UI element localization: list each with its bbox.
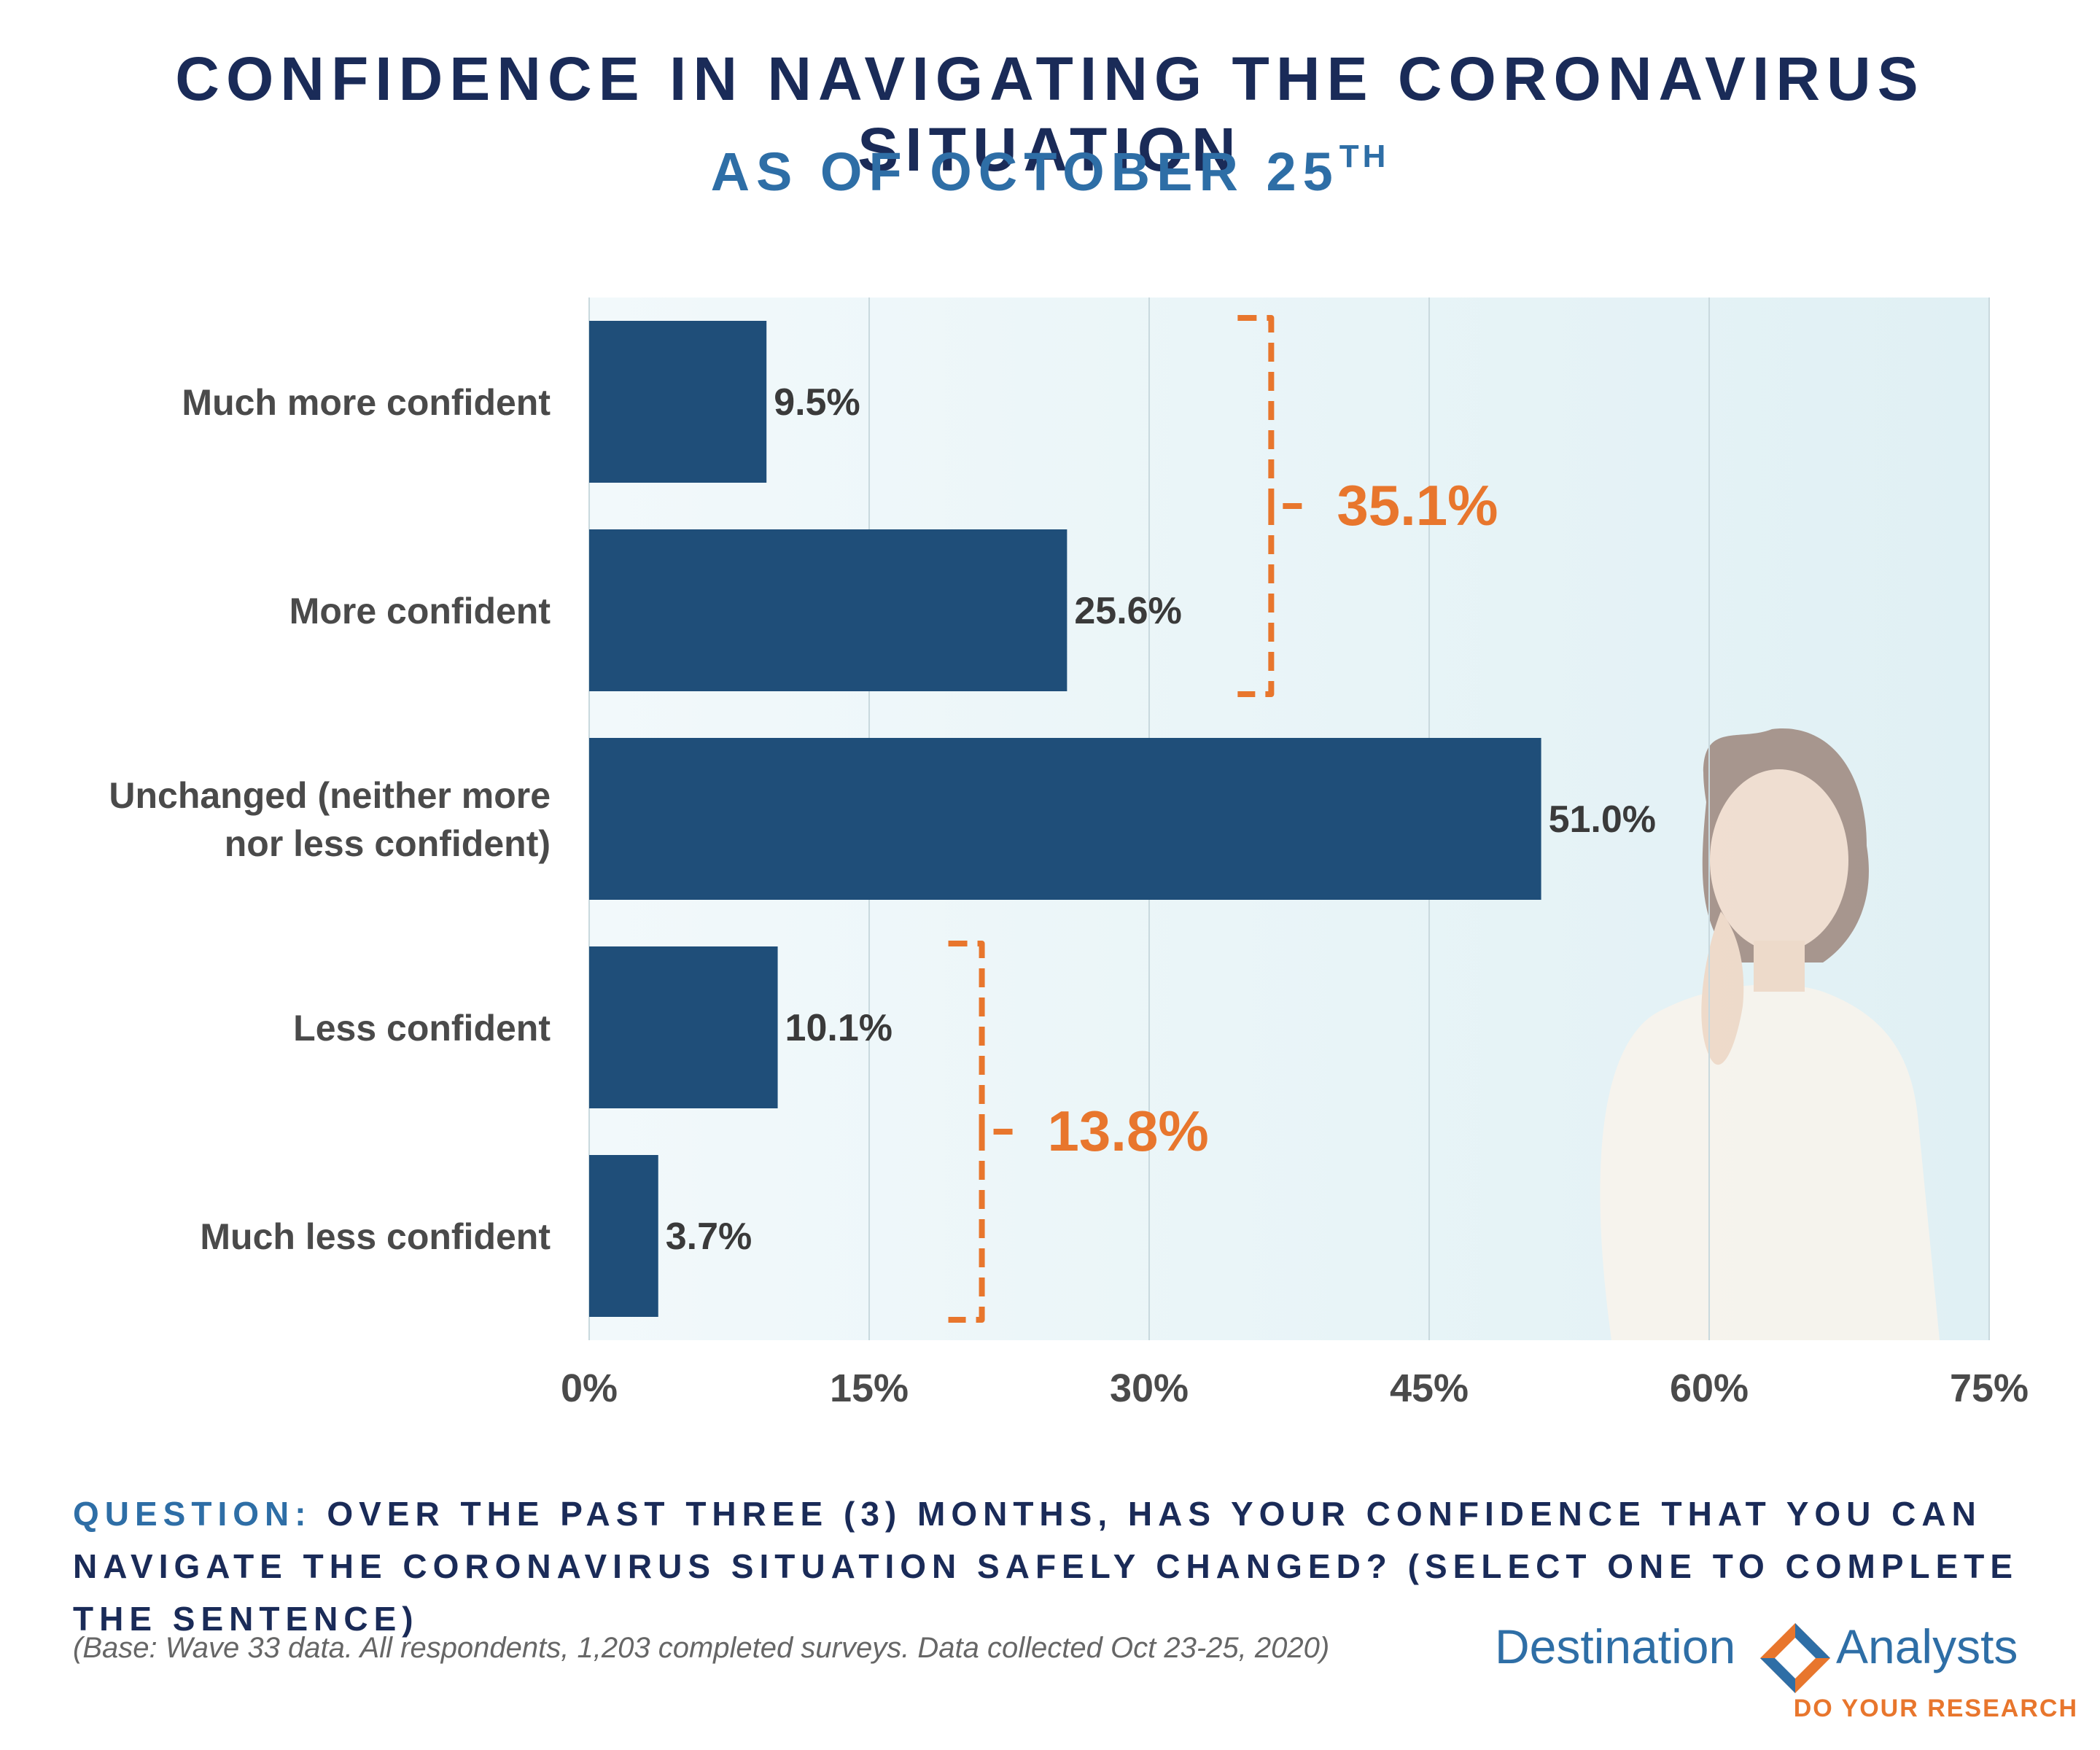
value-labels: 9.5% 25.6% 51.0% 10.1% 3.7% bbox=[666, 381, 1656, 1258]
survey-question: QUESTION: OVER THE PAST THREE (3) MONTHS… bbox=[73, 1488, 2056, 1645]
category-label: Less confident bbox=[293, 1008, 551, 1049]
bar-chart: 9.5% 25.6% 51.0% 10.1% 3.7% Much more confid… bbox=[109, 298, 2029, 1410]
annotation-label: 35.1% bbox=[1337, 473, 1498, 537]
bar bbox=[589, 946, 778, 1108]
x-tick-label: 15% bbox=[830, 1366, 909, 1410]
subtitle-text: AS OF OCTOBER 25 bbox=[710, 141, 1339, 202]
x-tick-label: 75% bbox=[1950, 1366, 2029, 1410]
annotation-bracket bbox=[948, 941, 1019, 1323]
category-label: Unchanged (neither more bbox=[109, 775, 551, 816]
chart-subtitle: AS OF OCTOBER 25TH bbox=[0, 139, 2100, 203]
bar-value-label: 51.0% bbox=[1549, 798, 1656, 841]
question-text: OVER THE PAST THREE (3) MONTHS, HAS YOUR… bbox=[73, 1495, 2019, 1638]
bar-value-label: 9.5% bbox=[774, 381, 860, 424]
category-label: nor less confident) bbox=[225, 823, 551, 864]
x-tick-label: 60% bbox=[1670, 1366, 1749, 1410]
bar bbox=[589, 321, 767, 483]
x-tick-label: 0% bbox=[561, 1366, 618, 1410]
logo-tagline: DO YOUR RESEARCH bbox=[1793, 1695, 2078, 1722]
annotation-label: 13.8% bbox=[1048, 1099, 1209, 1163]
bar bbox=[589, 738, 1541, 900]
bar-value-label: 3.7% bbox=[666, 1216, 752, 1258]
diamond-logo-icon bbox=[1760, 1623, 1830, 1693]
base-footnote: (Base: Wave 33 data. All respondents, 1,… bbox=[73, 1632, 1330, 1664]
category-label: Much more confident bbox=[182, 382, 551, 423]
x-axis-ticks: 0% 15% 30% 45% 60% 75% bbox=[561, 1366, 2029, 1410]
annotation-bracket bbox=[1237, 315, 1308, 697]
group-annotations: 35.1% 13.8% bbox=[948, 315, 1498, 1323]
bar bbox=[589, 1155, 658, 1317]
category-labels: Much more confident More confident Unchang… bbox=[109, 382, 551, 1257]
logo-word-right: Analysts bbox=[1836, 1619, 2018, 1673]
chart-title: CONFIDENCE IN NAVIGATING THE CORONAVIRUS… bbox=[175, 44, 1925, 184]
x-tick-label: 45% bbox=[1390, 1366, 1469, 1410]
logo-word-left: Destination bbox=[1495, 1619, 1736, 1673]
bar bbox=[589, 529, 1068, 691]
woman-illustration bbox=[1600, 728, 1940, 1340]
question-label: QUESTION: bbox=[73, 1495, 312, 1533]
category-label: Much less confident bbox=[200, 1216, 551, 1257]
x-tick-label: 30% bbox=[1110, 1366, 1189, 1410]
category-label: More confident bbox=[289, 591, 551, 631]
destination-analysts-logo: Destination Analysts DO YOUR RESEARCH bbox=[1495, 1619, 2078, 1735]
subtitle-suffix: TH bbox=[1339, 139, 1390, 174]
bar-value-label: 25.6% bbox=[1074, 590, 1181, 632]
bars bbox=[589, 321, 1541, 1317]
bar-value-label: 10.1% bbox=[785, 1007, 892, 1049]
